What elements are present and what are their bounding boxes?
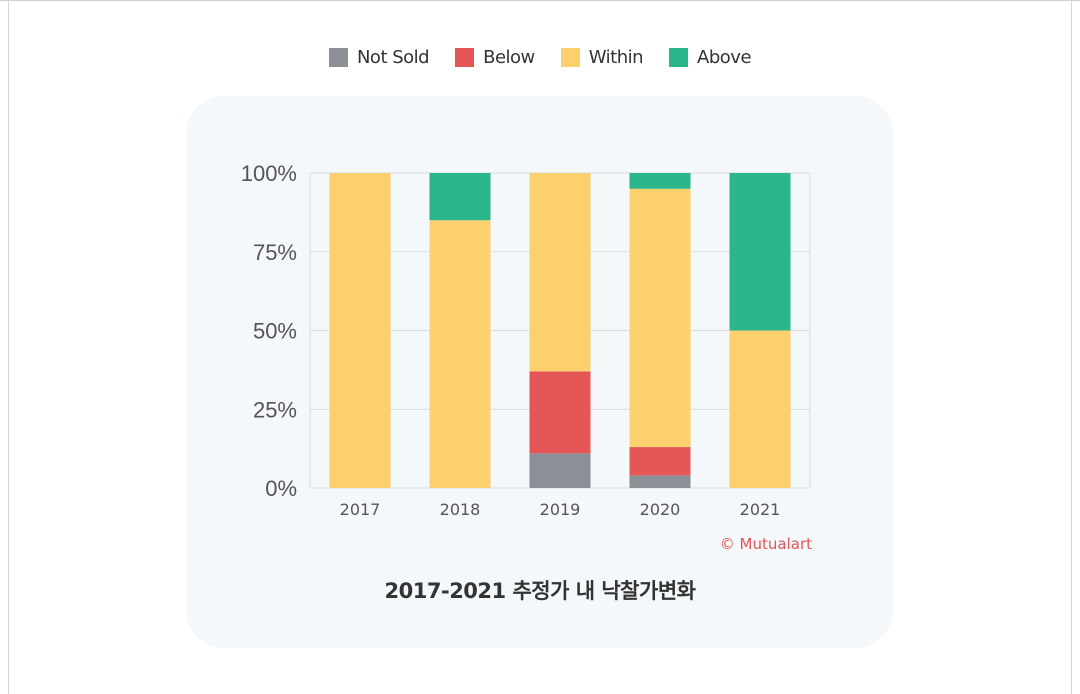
legend-label-above: Above (697, 47, 752, 68)
legend-swatch-below (455, 48, 475, 67)
bar-2019-not-sold (529, 453, 591, 488)
x-tick-label: 2021 (740, 500, 781, 519)
y-tick-label: 100% (241, 161, 297, 186)
bar-2021-above (729, 173, 791, 331)
right-border (1071, 0, 1072, 694)
chart-title: 2017-2021 추정가 내 낙찰가변화 (384, 579, 696, 603)
legend-label-below: Below (483, 47, 535, 68)
legend-item-below: Below (455, 47, 535, 68)
x-tick-label: 2017 (340, 500, 381, 519)
bar-2017-within (329, 173, 391, 488)
bar-2018-above (429, 173, 491, 221)
y-tick-label: 25% (253, 397, 297, 422)
legend-swatch-not-sold (328, 48, 348, 67)
y-tick-label: 0% (265, 476, 297, 501)
left-border (8, 0, 9, 694)
legend-item-above: Above (669, 47, 752, 68)
bar-2018-within (429, 220, 491, 488)
bar-2019-below (529, 371, 591, 454)
bar-2020-not-sold (629, 475, 691, 488)
bar-2020-above (629, 173, 691, 189)
bar-2019-within (529, 173, 591, 372)
legend-swatch-above (669, 48, 689, 67)
legend-swatch-within (560, 48, 580, 67)
chart-legend: Not Sold Below Within Above (0, 47, 1080, 68)
chart-credit: © Mutualart (720, 535, 812, 553)
y-tick-label: 75% (253, 240, 297, 265)
bar-2020-below (629, 447, 691, 476)
bar-2021-within (729, 330, 791, 488)
legend-item-within: Within (560, 47, 644, 68)
x-tick-label: 2019 (540, 500, 581, 519)
x-tick-label: 2018 (440, 500, 481, 519)
x-tick-label: 2020 (640, 500, 681, 519)
legend-item-not-sold: Not Sold (328, 47, 430, 68)
legend-label-within: Within (588, 47, 644, 68)
legend-label-not-sold: Not Sold (356, 47, 430, 68)
y-tick-label: 50% (253, 319, 297, 344)
bar-2020-within (629, 188, 691, 448)
